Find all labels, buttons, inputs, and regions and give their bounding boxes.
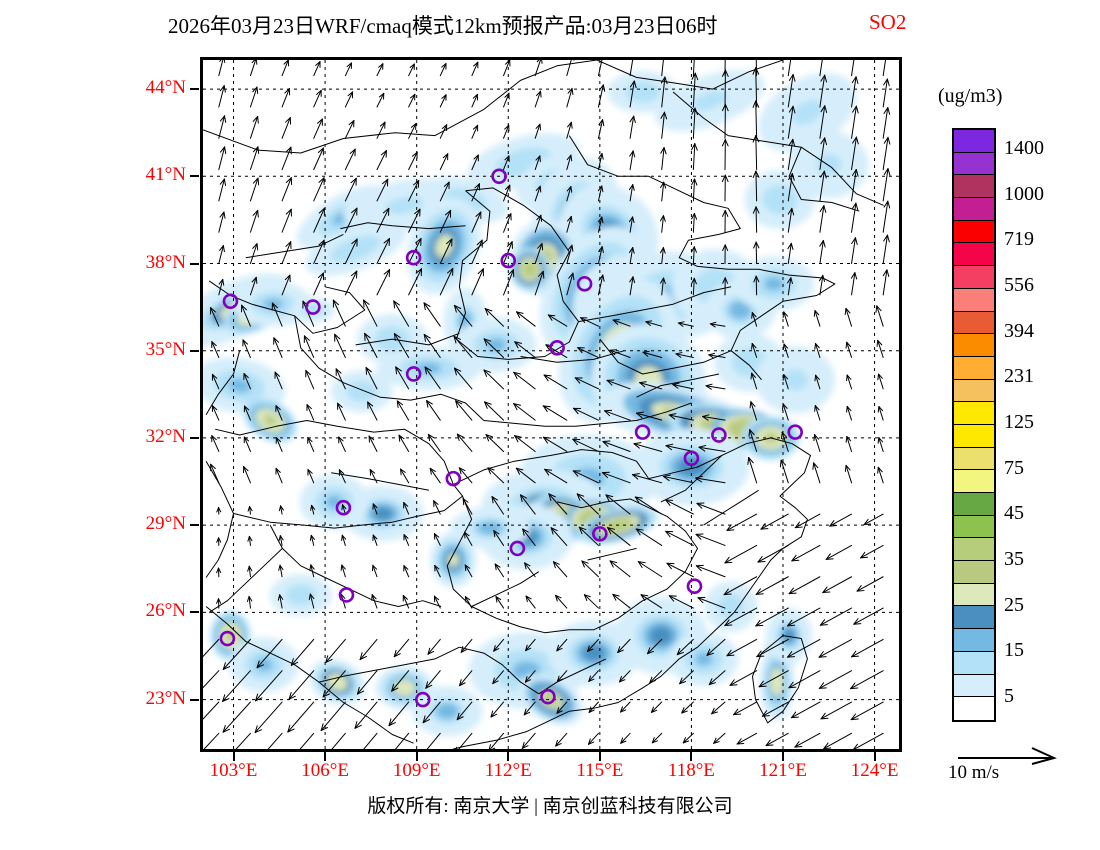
colorbar[interactable]: [952, 128, 996, 722]
colorbar-label-45: 45: [1004, 502, 1024, 525]
colorbar-band-11: [954, 379, 994, 403]
colorbar-label-1000: 1000: [1004, 182, 1044, 205]
colorbar-band-2: [954, 175, 994, 199]
lat-label-26: 26°N: [145, 600, 186, 622]
colorbar-band-14: [954, 447, 994, 471]
lat-label-35: 35°N: [145, 338, 186, 360]
colorbar-band-4: [954, 220, 994, 244]
page-title: 2026年03月23日WRF/cmaq模式12km预报产品:03月23日06时: [168, 14, 718, 38]
colorbar-band-6: [954, 266, 994, 289]
colorbar-band-13: [954, 424, 994, 448]
lat-label-29: 29°N: [145, 513, 186, 535]
colorbar-band-0: [954, 130, 994, 153]
lon-tick-115: [598, 752, 601, 761]
lon-tick-121: [782, 752, 784, 761]
colorbar-band-17: [954, 515, 994, 539]
lon-tick-109: [415, 752, 418, 761]
lat-tick-41: [190, 175, 199, 178]
wind-scale-label: 10 m/s: [948, 762, 1000, 783]
colorbar-label-25: 25: [1004, 593, 1024, 616]
colorbar-label-556: 556: [1004, 273, 1034, 296]
lat-label-38: 38°N: [145, 251, 186, 273]
lat-tick-26: [190, 611, 199, 614]
lon-label-109: 109°E: [392, 760, 441, 781]
colorbar-units: (ug/m3): [938, 85, 1003, 107]
lon-tick-112: [507, 752, 510, 761]
lon-tick-124: [873, 752, 876, 761]
title-bar: 2026年03月23日WRF/cmaq模式12km预报产品:03月23日06时 …: [0, 10, 1100, 40]
colorbar-band-22: [954, 629, 994, 652]
lon-tick-106: [324, 752, 327, 761]
colorbar-band-23: [954, 651, 994, 675]
colorbar-label-719: 719: [1004, 228, 1034, 251]
lon-label-106: 106°E: [301, 760, 349, 781]
lon-label-103: 103°E: [209, 760, 258, 781]
colorbar-label-1400: 1400: [1004, 136, 1044, 159]
colorbar-band-10: [954, 356, 994, 380]
lat-tick-38: [190, 262, 199, 265]
colorbar-band-20: [954, 583, 994, 607]
colorbar-label-125: 125: [1004, 411, 1034, 433]
colorbar-label-394: 394: [1004, 319, 1034, 342]
colorbar-band-25: [954, 697, 994, 720]
lon-label-112: 112°E: [484, 760, 532, 781]
wind-vectors: [203, 60, 891, 749]
colorbar-label-75: 75: [1004, 456, 1024, 479]
colorbar-band-24: [954, 674, 994, 698]
lon-label-115: 115°E: [576, 760, 624, 781]
colorbar-band-8: [954, 311, 994, 335]
colorbar-band-5: [954, 243, 994, 267]
lat-label-41: 41°N: [145, 164, 186, 186]
station-markers: [219, 168, 804, 708]
forecast-map[interactable]: [200, 57, 902, 752]
species-label: SO2: [869, 10, 907, 34]
colorbar-band-16: [954, 493, 994, 516]
colorbar-band-19: [954, 561, 994, 584]
lat-label-32: 32°N: [145, 425, 186, 447]
lat-tick-32: [190, 436, 199, 439]
map-canvas: [203, 60, 899, 749]
colorbar-label-231: 231: [1004, 365, 1034, 388]
copyright-footer: 版权所有: 南京大学 | 南京创蓝科技有限公司: [367, 796, 733, 817]
lat-tick-29: [190, 524, 199, 527]
colorbar-band-12: [954, 402, 994, 425]
colorbar-band-18: [954, 538, 994, 562]
colorbar-band-21: [954, 606, 994, 630]
colorbar-band-7: [954, 288, 994, 312]
lat-label-23: 23°N: [145, 687, 186, 709]
colorbar-label-5: 5: [1004, 685, 1014, 708]
lon-label-118: 118°E: [667, 760, 715, 781]
lon-tick-118: [690, 752, 693, 761]
colorbar-band-1: [954, 152, 994, 176]
wind-scale-arrow: [958, 747, 1057, 765]
colorbar-band-15: [954, 470, 994, 493]
colorbar-label-35: 35: [1004, 548, 1024, 571]
concentration-field: [203, 69, 869, 737]
colorbar-band-9: [954, 334, 994, 357]
lat-tick-23: [190, 698, 199, 701]
lon-label-121: 121°E: [759, 760, 807, 781]
lon-tick-103: [232, 752, 235, 761]
colorbar-label-15: 15: [1004, 639, 1024, 662]
colorbar-band-3: [954, 198, 994, 221]
lat-tick-35: [190, 349, 199, 352]
lat-tick-44: [190, 88, 199, 91]
lat-label-44: 44°N: [145, 77, 186, 99]
lon-label-124: 124°E: [850, 760, 899, 781]
